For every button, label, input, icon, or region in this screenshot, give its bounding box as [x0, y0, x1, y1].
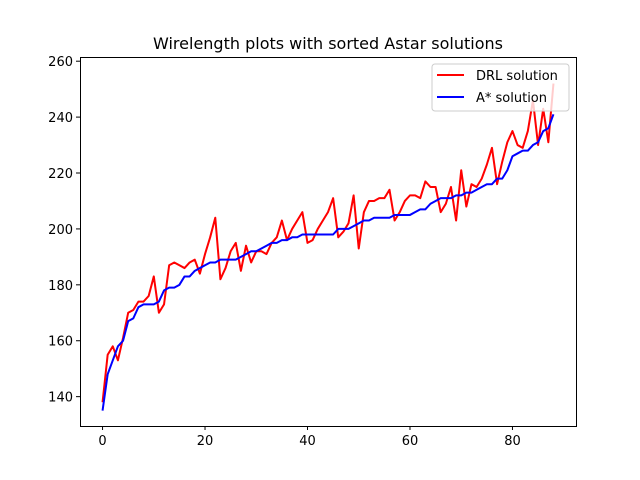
- y-axis: 140 160 180 200 220 240 260: [48, 55, 80, 406]
- legend-label-drl: DRL solution: [476, 69, 558, 84]
- y-tick-label: 240: [48, 111, 73, 126]
- x-tick-label: 0: [98, 434, 106, 449]
- x-axis: 0 20 40 60 80: [98, 426, 521, 449]
- y-tick-label: 160: [48, 335, 73, 350]
- y-tick-label: 220: [48, 167, 73, 182]
- plot-area: [101, 83, 555, 411]
- x-tick-label: 60: [402, 434, 419, 449]
- y-tick-label: 140: [48, 391, 73, 406]
- x-tick-label: 20: [197, 434, 214, 449]
- legend: DRL solution A* solution: [431, 63, 570, 112]
- y-tick-label: 260: [48, 55, 73, 70]
- x-tick-label: 40: [299, 434, 316, 449]
- legend-box: [431, 63, 570, 112]
- series-line-drl: [101, 83, 555, 403]
- chart-title: Wirelength plots with sorted Astar solut…: [153, 34, 503, 53]
- y-tick-label: 180: [48, 279, 73, 294]
- series-line-astar: [101, 113, 555, 411]
- x-tick-label: 80: [504, 434, 521, 449]
- axes-frame: [80, 57, 577, 427]
- legend-label-astar: A* solution: [476, 91, 547, 106]
- y-tick-label: 200: [48, 223, 73, 238]
